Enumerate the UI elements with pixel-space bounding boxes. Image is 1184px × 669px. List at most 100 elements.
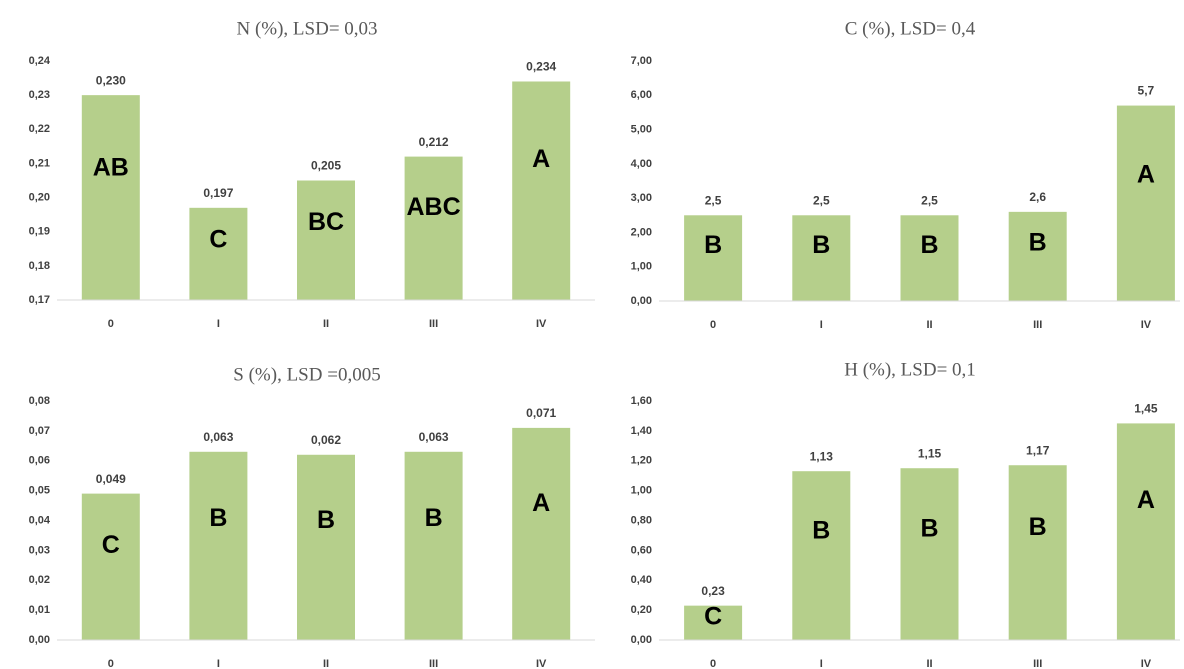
group-letter: B — [317, 506, 335, 534]
data-label: 0,230 — [96, 73, 126, 87]
group-letter: B — [1029, 513, 1047, 541]
x-tick-label: II — [926, 319, 932, 331]
x-tick-label: 0 — [710, 319, 716, 331]
bar — [792, 471, 851, 640]
y-tick-label: 5,00 — [631, 123, 652, 135]
x-tick-label: 0 — [108, 318, 114, 330]
y-tick-label: 0,03 — [29, 544, 50, 556]
data-label: 0,049 — [96, 472, 126, 486]
data-label: 2,5 — [921, 193, 938, 207]
bar — [512, 427, 571, 640]
y-tick-label: 0,01 — [29, 604, 50, 616]
data-label: 1,15 — [918, 446, 942, 460]
group-letter: B — [812, 231, 830, 259]
bar — [1116, 423, 1175, 640]
chart-title: N (%), LSD= 0,03 — [236, 18, 377, 39]
data-label: 0,205 — [311, 159, 341, 173]
chart-title: S (%), LSD =0,005 — [233, 364, 380, 385]
data-label: 0,23 — [701, 584, 725, 598]
y-tick-label: 0,06 — [29, 455, 50, 467]
data-label: 1,17 — [1026, 443, 1050, 457]
bar — [900, 468, 959, 640]
bar — [404, 156, 463, 300]
bar — [189, 207, 248, 300]
y-tick-label: 0,17 — [29, 294, 50, 306]
x-tick-label: II — [323, 658, 329, 669]
x-tick-label: IV — [536, 318, 547, 330]
group-letter: A — [1137, 486, 1155, 514]
data-label: 0,212 — [419, 135, 449, 149]
y-tick-label: 0,20 — [631, 604, 652, 616]
group-letter: A — [532, 489, 550, 517]
y-tick-label: 0,19 — [29, 226, 50, 238]
data-label: 0,234 — [526, 60, 556, 74]
y-tick-label: 0,00 — [631, 634, 652, 646]
bar — [297, 454, 355, 640]
y-tick-label: 0,60 — [631, 544, 652, 556]
bar — [684, 215, 743, 301]
group-letter: B — [920, 515, 938, 543]
bar — [512, 81, 571, 300]
data-label: 0,062 — [311, 433, 341, 447]
group-letter: B — [425, 504, 443, 532]
data-label: 2,5 — [813, 193, 830, 207]
bar — [81, 493, 140, 640]
group-letter: B — [1029, 229, 1047, 257]
x-tick-label: 0 — [108, 658, 114, 669]
y-tick-label: 0,40 — [631, 574, 652, 586]
data-label: 0,063 — [203, 430, 233, 444]
group-letter: B — [920, 231, 938, 259]
x-tick-label: I — [820, 319, 823, 331]
data-label: 2,5 — [705, 193, 722, 207]
y-tick-label: 1,40 — [631, 425, 652, 437]
bar — [297, 180, 355, 300]
data-label: 1,45 — [1134, 402, 1158, 416]
bar — [1116, 105, 1175, 301]
y-tick-label: 0,18 — [29, 260, 50, 272]
group-letter: C — [102, 531, 120, 559]
x-tick-label: II — [323, 318, 329, 330]
data-label: 0,063 — [419, 430, 449, 444]
y-tick-label: 4,00 — [631, 158, 652, 170]
x-tick-label: IV — [1141, 658, 1152, 669]
y-tick-label: 1,60 — [631, 395, 652, 407]
y-tick-label: 0,80 — [631, 514, 652, 526]
y-tick-label: 2,00 — [631, 226, 652, 238]
y-tick-label: 1,00 — [631, 485, 652, 497]
group-letter: ABC — [407, 193, 461, 221]
data-label: 5,7 — [1138, 84, 1155, 98]
y-tick-label: 0,07 — [29, 425, 50, 437]
bar — [81, 95, 140, 301]
y-tick-label: 0,00 — [631, 295, 652, 307]
group-letter: C — [209, 226, 227, 254]
bar — [792, 215, 851, 301]
x-tick-label: I — [217, 318, 220, 330]
x-tick-label: III — [1033, 658, 1042, 669]
x-tick-label: III — [1033, 319, 1042, 331]
y-tick-label: 0,23 — [29, 89, 50, 101]
y-tick-label: 0,05 — [29, 485, 50, 497]
group-letter: B — [812, 517, 830, 545]
data-label: 2,6 — [1029, 190, 1046, 204]
data-label: 1,13 — [810, 449, 834, 463]
x-tick-label: 0 — [710, 658, 716, 669]
chart-title: H (%), LSD= 0,1 — [844, 359, 976, 380]
bar — [900, 215, 959, 301]
x-tick-label: III — [429, 318, 438, 330]
data-label: 0,197 — [203, 186, 233, 200]
group-letter: BC — [308, 208, 344, 236]
y-tick-label: 0,04 — [29, 514, 51, 526]
x-tick-label: IV — [536, 658, 547, 669]
bar — [684, 605, 743, 640]
x-tick-label: III — [429, 658, 438, 669]
y-tick-label: 0,22 — [29, 123, 50, 135]
group-letter: A — [532, 145, 550, 173]
x-tick-label: I — [217, 658, 220, 669]
y-tick-label: 3,00 — [631, 192, 652, 204]
y-tick-label: 0,21 — [29, 157, 50, 169]
y-tick-label: 1,20 — [631, 455, 652, 467]
x-tick-label: II — [926, 658, 932, 669]
bar — [1008, 211, 1067, 301]
bar — [1008, 465, 1067, 640]
